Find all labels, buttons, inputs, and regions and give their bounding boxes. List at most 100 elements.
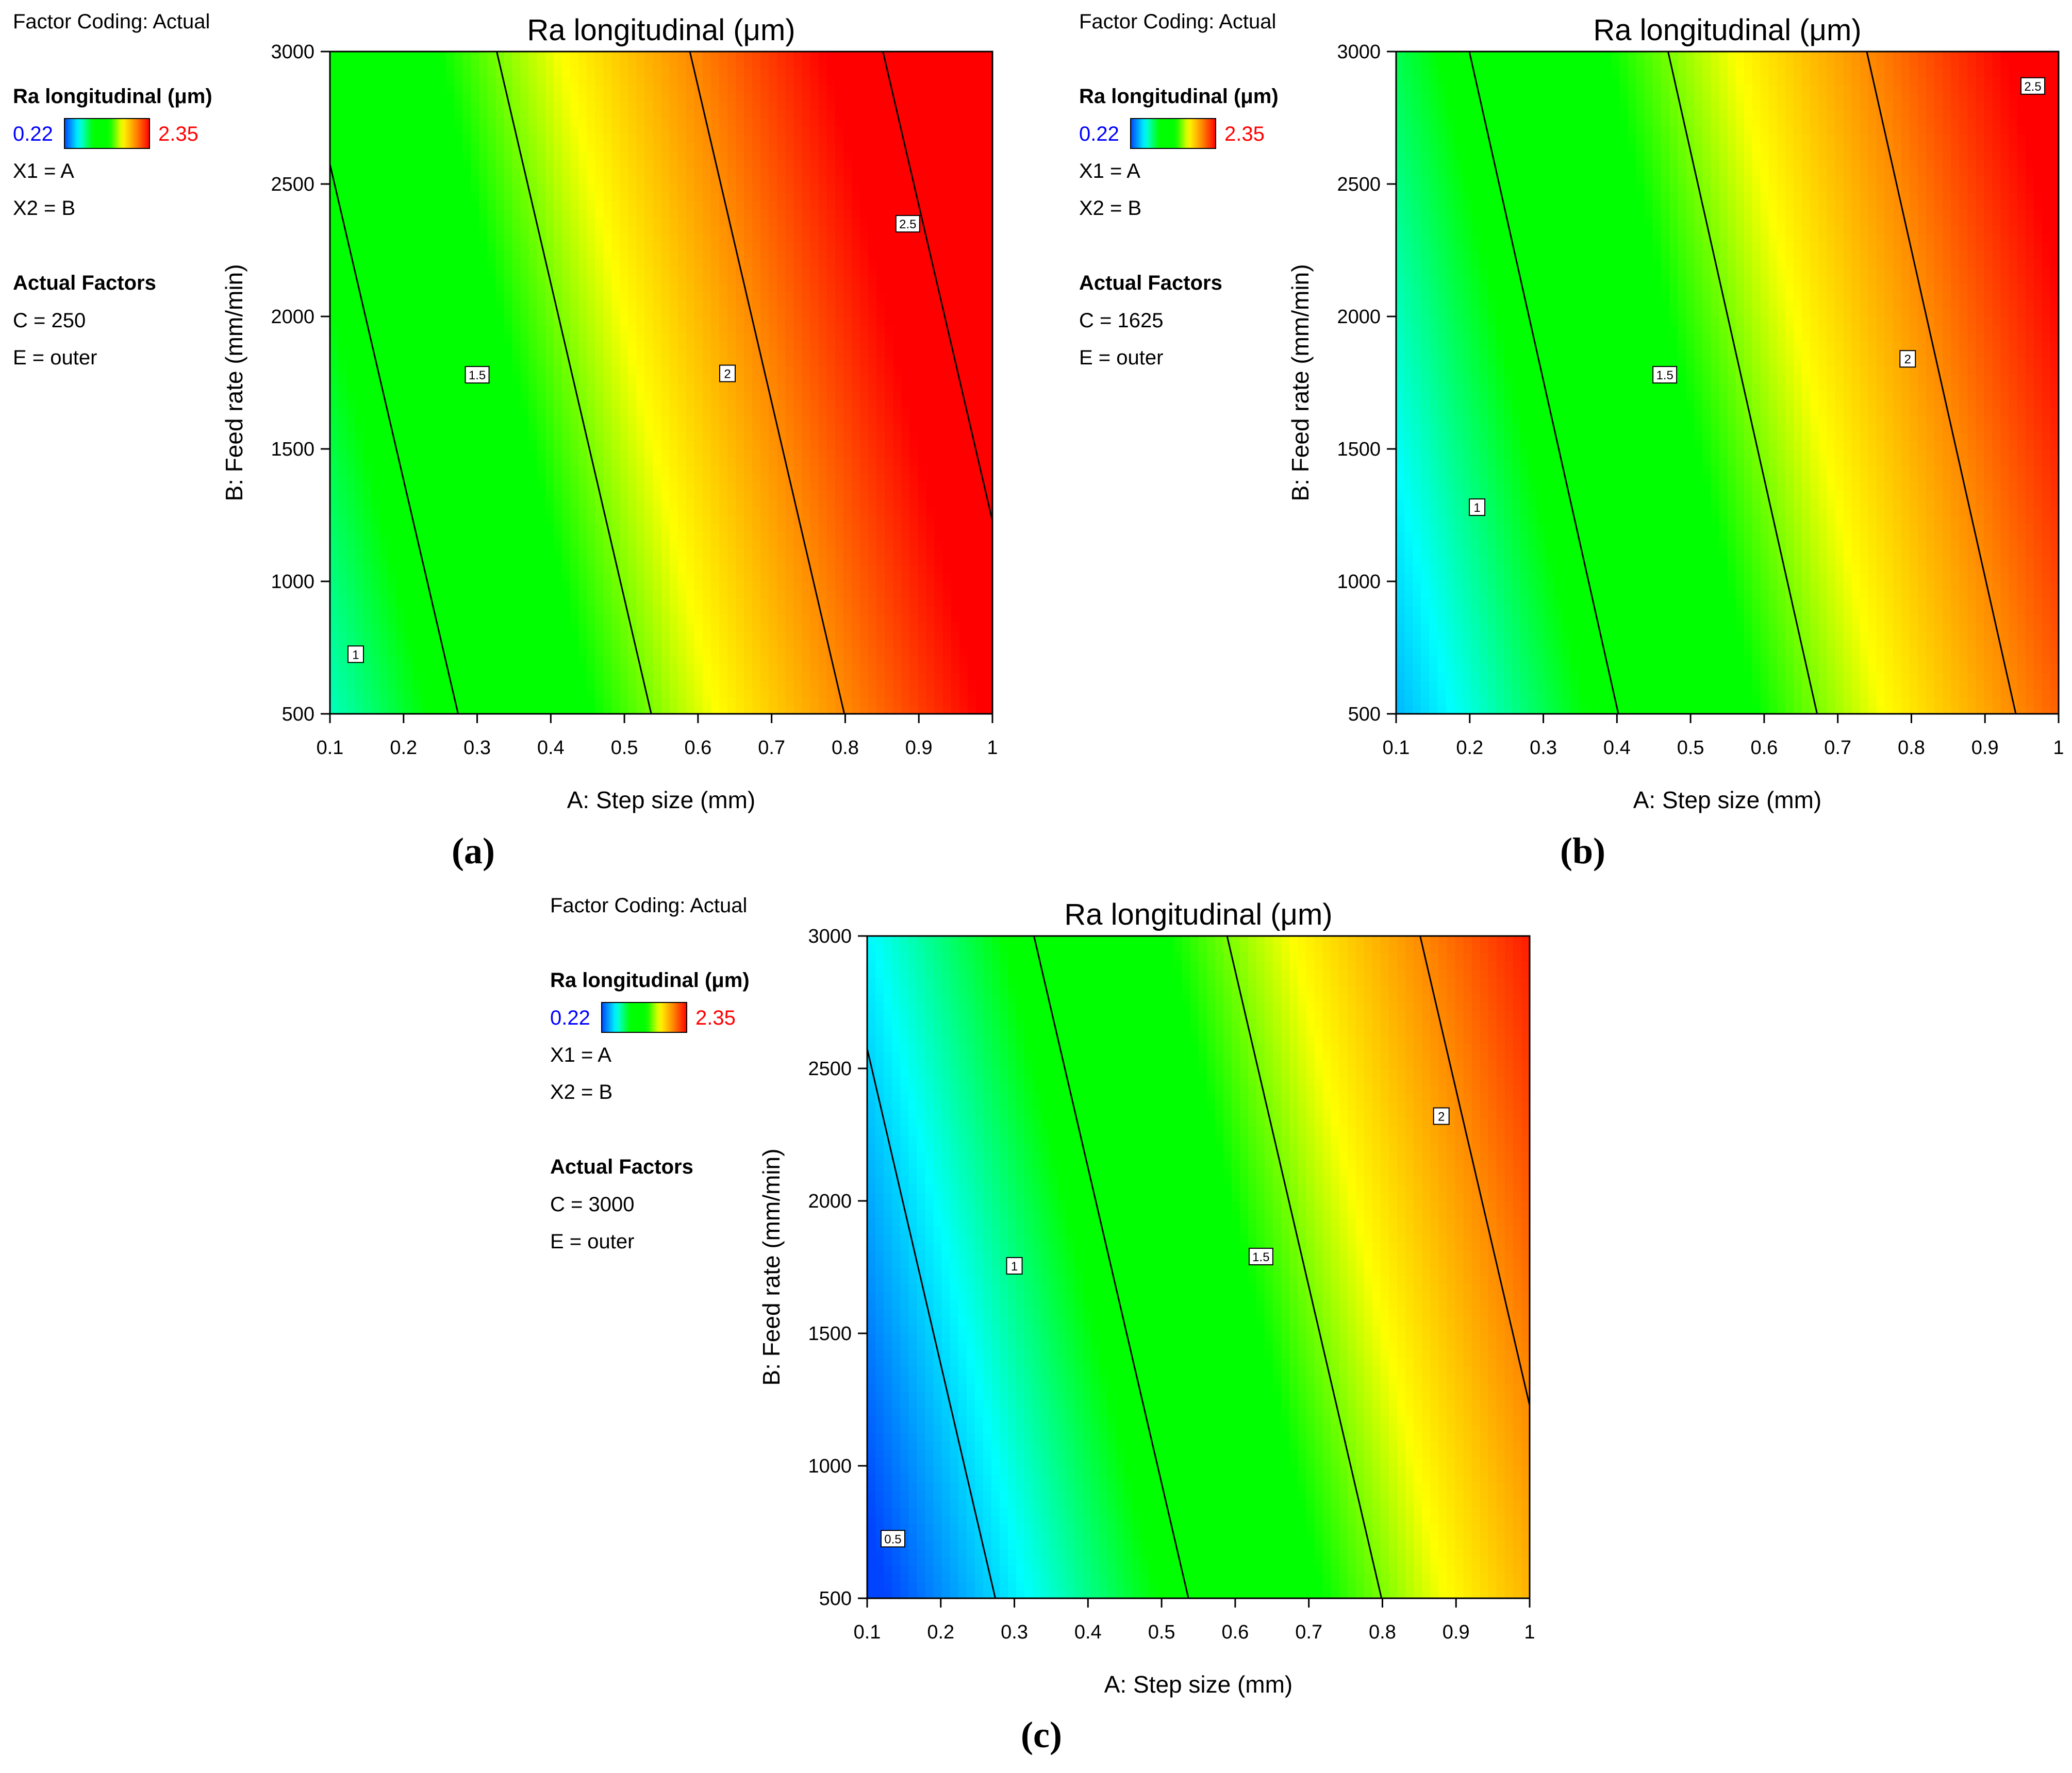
x-tick-label: 0.3 [1001,1621,1028,1643]
contour-line-1.5 [1226,936,1383,1598]
response-name: Ra longitudinal (μm) [550,969,750,992]
x-tick-label: 0.7 [1295,1621,1322,1643]
contour-label-1.5: 1.5 [1248,1247,1273,1265]
y-tick-label: 1000 [271,571,314,593]
x-tick-label: 1 [2053,737,2064,759]
x-tick-label: 0.9 [1443,1621,1470,1643]
contour-label-2: 2 [1433,1107,1450,1125]
contour-label-2.5: 2.5 [2020,77,2046,95]
x-tick-label: 1 [987,737,998,759]
contour-line-2 [1866,52,2017,714]
contour-label-2.5: 2.5 [895,215,920,233]
contour-line-0.5 [867,1045,997,1598]
y-axis-label: B: Feed rate (mm/min) [758,1148,785,1385]
scale-max: 2.35 [1224,123,1265,145]
y-tick-label: 2000 [1337,306,1381,328]
x-tick-label: 0.3 [463,737,491,759]
factor-coding: Factor Coding: Actual [550,894,747,917]
x-tick-label: 0.4 [537,737,565,759]
y-tick-label: 3000 [808,926,852,947]
x-tick-label: 0.8 [832,737,859,759]
factor-c: C = 1625 [1079,309,1163,332]
response-name: Ra longitudinal (μm) [13,85,212,108]
scale-min: 0.22 [13,123,53,145]
contour-line-1.5 [1667,52,1818,714]
contour-line-1.5 [496,52,652,714]
factor-x1: X1 = A [550,1044,611,1066]
factor-x2: X2 = B [1079,197,1141,220]
factor-c: C = 250 [13,309,86,332]
x-tick-label: 0.7 [758,737,785,759]
contour-label-1: 1 [347,645,364,663]
scale-min: 0.22 [550,1007,590,1029]
x-tick-label: 0.2 [927,1621,954,1643]
factor-e: E = outer [13,346,97,369]
x-tick-label: 0.5 [611,737,638,759]
y-tick-label: 2500 [808,1058,852,1080]
x-tick-label: 0.2 [390,737,417,759]
factor-coding: Factor Coding: Actual [1079,10,1276,33]
plot-frame [329,51,993,715]
chart-title: Ra longitudinal (μm) [1593,13,1861,47]
x-tick-label: 0.7 [1824,737,1851,759]
contour-line-2.5 [2065,52,2072,714]
contour-label-1: 1 [1469,498,1486,516]
color-scale-bar [601,1002,687,1033]
panel-caption: (c) [1021,1714,1062,1755]
y-tick-label: 3000 [271,41,314,63]
factor-x2: X2 = B [550,1081,612,1103]
y-tick-label: 2000 [808,1191,852,1212]
contour-label-0.5: 0.5 [880,1530,905,1548]
y-tick-label: 3000 [1337,41,1381,63]
contour-label-2: 2 [1899,350,1916,368]
actual-factors-title: Actual Factors [13,272,156,294]
legend-block: Factor Coding: Actual Ra longitudinal (μm… [550,894,750,1253]
contour-label-1: 1 [1006,1257,1023,1275]
contour-label-1.5: 1.5 [465,366,490,384]
x-tick-label: 0.3 [1530,737,1557,759]
contour-line-1 [1468,52,1619,714]
x-tick-label: 0.5 [1677,737,1704,759]
contour-chart-b: 11.522.50.1 0.2 0.3 0.4 0.5 0.6 0.7 0.8 0.9 15001… [1079,10,2072,872]
plot-frame [1395,51,2060,715]
x-tick-label: 0.1 [854,1621,881,1643]
contour-line-2 [689,52,846,714]
x-tick-label: 0.8 [1369,1621,1396,1643]
x-tick-label: 0.9 [1971,737,1999,759]
factor-c: C = 3000 [550,1193,634,1216]
scale-min: 0.22 [1079,123,1119,145]
x-tick-label: 0.4 [1074,1621,1102,1643]
contour-chart-c: 0.511.520.1 0.2 0.3 0.4 0.5 0.6 0.7 0.8 0.9 15001… [550,894,1535,1755]
y-tick-label: 1000 [808,1456,852,1477]
contour-line-1 [330,161,459,714]
contour-label-2: 2 [719,364,736,382]
factor-x2: X2 = B [13,197,75,220]
x-tick-label: 0.6 [1750,737,1778,759]
scale-max: 2.35 [695,1007,736,1029]
legend-block: Factor Coding: Actual Ra longitudinal (μm… [13,10,212,369]
x-tick-label: 0.8 [1898,737,1925,759]
x-axis-label: A: Step size (mm) [1633,787,1822,813]
y-axis-label: B: Feed rate (mm/min) [221,264,247,501]
x-tick-label: 0.9 [905,737,933,759]
color-scale-bar [1130,118,1216,149]
factor-e: E = outer [550,1230,634,1253]
x-axis-label: A: Step size (mm) [567,787,756,813]
actual-factors-title: Actual Factors [1079,272,1222,294]
factor-x1: X1 = A [1079,160,1140,182]
heatmap-surface [330,52,992,714]
scale-max: 2.35 [158,123,198,145]
y-tick-label: 1000 [1337,571,1381,593]
contour-label-1.5: 1.5 [1652,366,1678,384]
response-name: Ra longitudinal (μm) [1079,85,1279,108]
y-tick-label: 1500 [808,1323,852,1345]
x-tick-label: 0.4 [1603,737,1631,759]
contour-line-2.5 [882,52,992,525]
x-tick-label: 0.1 [1383,737,1410,759]
factor-x1: X1 = A [13,160,74,182]
heatmap-surface [1396,52,2059,714]
y-tick-label: 500 [1348,704,1381,725]
panel-caption: (a) [452,830,495,872]
heatmap-surface [867,936,1530,1598]
